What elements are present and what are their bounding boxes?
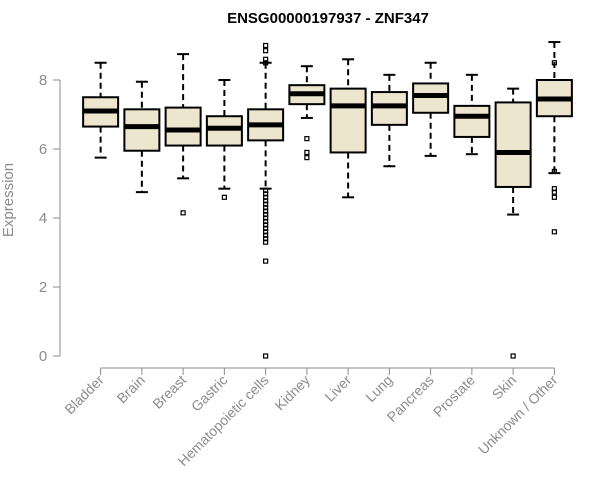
outlier-point: [221, 194, 227, 200]
outlier-point: [263, 60, 269, 66]
box-iqr: [164, 106, 202, 147]
outlier-point: [263, 353, 269, 359]
box-gastric: [205, 79, 243, 200]
box-pancreas: [412, 61, 450, 157]
box-iqr: [205, 115, 243, 147]
box-brain: [123, 80, 161, 194]
box-liver: [329, 58, 367, 199]
x-tick-label: Brain: [114, 372, 148, 406]
chart-title: ENSG00000197937 - ZNF347: [227, 10, 429, 27]
box-hematopoietic-cells: [247, 42, 285, 359]
y-tick-label: 6: [39, 141, 47, 158]
x-tick-label: Skin: [489, 372, 520, 403]
box-kidney: [288, 65, 326, 161]
outlier-point: [304, 149, 310, 156]
outlier-point: [551, 168, 557, 175]
x-tick-label: Liver: [321, 372, 354, 405]
x-tick-label: Breast: [149, 372, 189, 412]
box-breast: [164, 53, 202, 216]
box-iqr: [453, 104, 491, 138]
box-iqr: [370, 91, 408, 126]
outlier-point: [180, 210, 186, 216]
outlier-point: [551, 229, 557, 235]
outlier-point: [551, 194, 557, 200]
y-tick-label: 4: [39, 210, 47, 227]
outlier-point: [263, 239, 269, 245]
outlier-point: [304, 155, 310, 161]
box-skin: [494, 87, 532, 359]
x-tick-label: Kidney: [271, 372, 313, 414]
x-tick-label: Bladder: [61, 372, 107, 418]
box-lung: [370, 73, 408, 168]
box-prostate: [453, 73, 491, 156]
box-iqr: [123, 108, 161, 152]
outlier-point: [304, 136, 310, 142]
y-tick-label: 0: [39, 348, 47, 365]
y-axis-label: Expression: [0, 163, 17, 237]
outlier-point: [551, 189, 557, 195]
outlier-point: [551, 60, 557, 66]
y-axis: 0 2 4 6 8: [39, 72, 61, 365]
x-tick-label: Prostate: [430, 372, 478, 420]
y-tick-label: 2: [39, 279, 47, 296]
box-iqr: [494, 101, 532, 188]
outlier-point: [263, 258, 269, 264]
box-bladder: [82, 61, 120, 159]
box-iqr: [412, 82, 450, 114]
y-tick-label: 8: [39, 72, 47, 89]
box-iqr: [329, 87, 367, 154]
outlier-point: [263, 48, 269, 54]
plot-area: [82, 41, 573, 359]
x-tick-label: Lung: [362, 372, 395, 405]
box-unknown-other: [535, 41, 573, 235]
outlier-point: [510, 353, 516, 359]
outlier-point: [263, 42, 269, 49]
